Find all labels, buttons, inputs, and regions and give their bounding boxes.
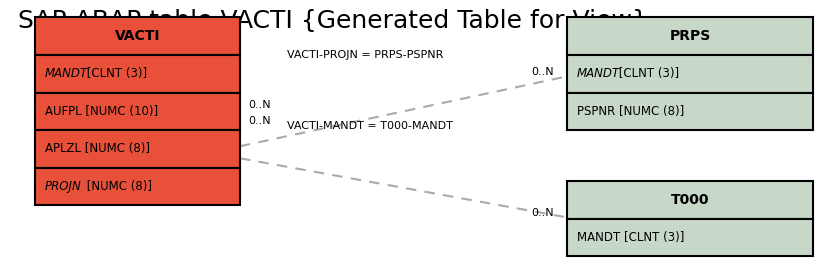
FancyBboxPatch shape bbox=[35, 130, 240, 168]
Text: [NUMC (8)]: [NUMC (8)] bbox=[83, 180, 152, 193]
FancyBboxPatch shape bbox=[35, 18, 240, 55]
FancyBboxPatch shape bbox=[35, 55, 240, 93]
Text: SAP ABAP table VACTI {Generated Table for View}: SAP ABAP table VACTI {Generated Table fo… bbox=[18, 9, 648, 33]
Text: 0..N: 0..N bbox=[532, 208, 554, 218]
Text: 0..N: 0..N bbox=[249, 100, 271, 110]
FancyBboxPatch shape bbox=[566, 55, 813, 93]
Text: [CLNT (3)]: [CLNT (3)] bbox=[83, 67, 148, 80]
Text: VACTI: VACTI bbox=[115, 29, 160, 43]
FancyBboxPatch shape bbox=[35, 168, 240, 205]
Text: 0..N: 0..N bbox=[249, 116, 271, 126]
Text: 0..N: 0..N bbox=[532, 67, 554, 78]
FancyBboxPatch shape bbox=[566, 181, 813, 219]
Text: MANDT [CLNT (3)]: MANDT [CLNT (3)] bbox=[576, 231, 684, 244]
Text: T000: T000 bbox=[671, 193, 709, 207]
FancyBboxPatch shape bbox=[566, 18, 813, 55]
Text: VACTI-PROJN = PRPS-PSPNR: VACTI-PROJN = PRPS-PSPNR bbox=[287, 50, 444, 60]
FancyBboxPatch shape bbox=[566, 93, 813, 130]
Text: PSPNR [NUMC (8)]: PSPNR [NUMC (8)] bbox=[576, 105, 684, 118]
Text: APLZL [NUMC (8)]: APLZL [NUMC (8)] bbox=[45, 143, 150, 155]
Text: PROJN: PROJN bbox=[45, 180, 81, 193]
Text: MANDT: MANDT bbox=[45, 67, 88, 80]
FancyBboxPatch shape bbox=[35, 93, 240, 130]
Text: [CLNT (3)]: [CLNT (3)] bbox=[615, 67, 680, 80]
FancyBboxPatch shape bbox=[566, 219, 813, 256]
Text: MANDT: MANDT bbox=[576, 67, 620, 80]
Text: PRPS: PRPS bbox=[669, 29, 711, 43]
Text: AUFPL [NUMC (10)]: AUFPL [NUMC (10)] bbox=[45, 105, 158, 118]
Text: VACTI-MANDT = T000-MANDT: VACTI-MANDT = T000-MANDT bbox=[286, 121, 453, 131]
